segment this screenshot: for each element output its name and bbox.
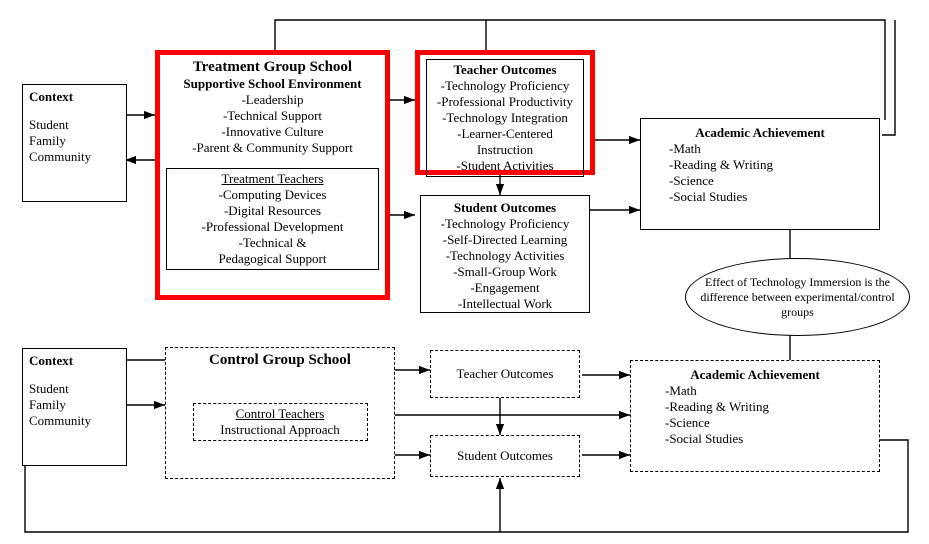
ts-l2: -Technical Support xyxy=(166,108,379,124)
context2-l3: Community xyxy=(29,413,120,429)
tt-l4: -Technical & xyxy=(171,235,374,251)
tt-l3: -Professional Development xyxy=(171,219,374,235)
teacher-outcomes2-title: Teacher Outcomes xyxy=(457,366,554,382)
student-outcomes-box: Student Outcomes -Technology Proficiency… xyxy=(420,195,590,313)
context1-l3: Community xyxy=(29,149,120,165)
so-l5: -Engagement xyxy=(427,280,583,296)
teacher-outcomes-title: Teacher Outcomes xyxy=(429,62,581,78)
treatment-school-box: Treatment Group School Supportive School… xyxy=(155,50,390,300)
tt-l2: -Digital Resources xyxy=(171,203,374,219)
context2-title: Context xyxy=(29,353,120,369)
student-outcomes-box-2: Student Outcomes xyxy=(430,435,580,477)
to-l5: Instruction xyxy=(429,142,581,158)
to-l6: -Student Activities xyxy=(429,158,581,174)
achievement-box-2: Academic Achievement -Math -Reading & Wr… xyxy=(630,360,880,472)
so-l6: -Intellectual Work xyxy=(427,296,583,312)
context1-title: Context xyxy=(29,89,120,105)
control-school-title: Control Group School xyxy=(172,352,388,369)
to-l2: -Professional Productivity xyxy=(429,94,581,110)
treatment-teachers-title: Treatment Teachers xyxy=(171,171,374,187)
teacher-outcomes-box: Teacher Outcomes -Technology Proficiency… xyxy=(415,50,595,175)
so-l4: -Small-Group Work xyxy=(427,264,583,280)
so-l3: -Technology Activities xyxy=(427,248,583,264)
treatment-school-subtitle: Supportive School Environment xyxy=(166,76,379,92)
control-school-box: Control Group School Control Teachers In… xyxy=(165,347,395,479)
ct-sub: Instructional Approach xyxy=(198,422,363,438)
context2-l2: Family xyxy=(29,397,120,413)
student-outcomes-title: Student Outcomes xyxy=(427,200,583,216)
context-box-2: Context Student Family Community xyxy=(22,348,127,466)
context2-l1: Student xyxy=(29,381,120,397)
tt-l5: Pedagogical Support xyxy=(171,251,374,267)
teacher-outcomes-inner: Teacher Outcomes -Technology Proficiency… xyxy=(426,59,584,177)
tt-l1: -Computing Devices xyxy=(171,187,374,203)
to-l1: -Technology Proficiency xyxy=(429,78,581,94)
a2-l4: -Social Studies xyxy=(641,431,869,447)
a2-l3: -Science xyxy=(641,415,869,431)
a2-l2: -Reading & Writing xyxy=(641,399,869,415)
a1-l4: -Social Studies xyxy=(651,189,869,205)
to-l4: -Learner-Centered xyxy=(429,126,581,142)
a1-l2: -Reading & Writing xyxy=(651,157,869,173)
context1-l1: Student xyxy=(29,117,120,133)
achievement2-title: Academic Achievement xyxy=(641,367,869,383)
a1-l3: -Science xyxy=(651,173,869,189)
ellipse-text: Effect of Technology Immersion is the di… xyxy=(694,275,901,320)
treatment-school-title: Treatment Group School xyxy=(166,59,379,76)
ts-l3: -Innovative Culture xyxy=(166,124,379,140)
treatment-teachers-box: Treatment Teachers -Computing Devices -D… xyxy=(166,168,379,270)
control-teachers-box: Control Teachers Instructional Approach xyxy=(193,403,368,441)
a2-l1: -Math xyxy=(641,383,869,399)
so-l1: -Technology Proficiency xyxy=(427,216,583,232)
control-teachers-title: Control Teachers xyxy=(198,406,363,422)
context-box-1: Context Student Family Community xyxy=(22,84,127,202)
achievement1-title: Academic Achievement xyxy=(651,125,869,141)
so-l2: -Self-Directed Learning xyxy=(427,232,583,248)
student-outcomes2-title: Student Outcomes xyxy=(457,448,553,464)
effect-ellipse: Effect of Technology Immersion is the di… xyxy=(685,258,910,336)
ts-l1: -Leadership xyxy=(166,92,379,108)
a1-l1: -Math xyxy=(651,141,869,157)
ts-l4: -Parent & Community Support xyxy=(166,140,379,156)
teacher-outcomes-box-2: Teacher Outcomes xyxy=(430,350,580,398)
context1-l2: Family xyxy=(29,133,120,149)
achievement-box-1: Academic Achievement -Math -Reading & Wr… xyxy=(640,118,880,230)
to-l3: -Technology Integration xyxy=(429,110,581,126)
